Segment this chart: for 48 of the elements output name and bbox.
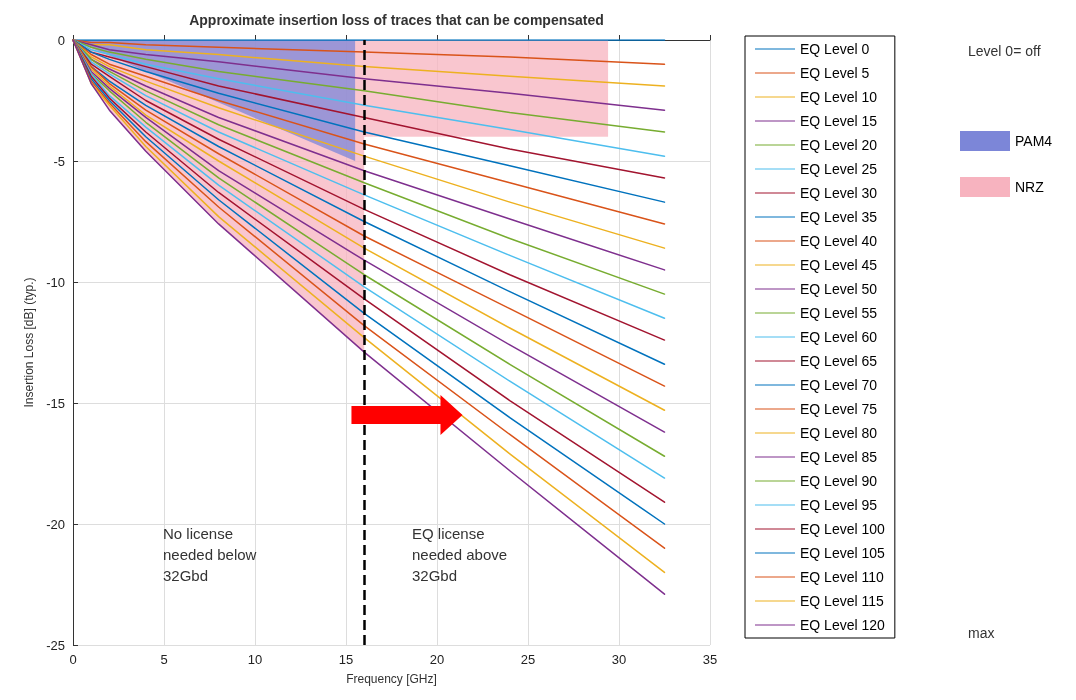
y-tick-label: -15 [46,395,65,411]
legend-label: EQ Level 15 [800,113,878,129]
legend-label: EQ Level 105 [800,545,886,561]
y-tick-label: -10 [46,274,65,290]
legend-label: EQ Level 0 [800,41,870,57]
x-tick-label: 0 [69,652,77,667]
legend-label: EQ Level 115 [800,593,885,609]
legend-label: EQ Level 60 [800,329,878,345]
legend-label: EQ Level 100 [800,521,886,537]
text: Level 0= off [968,42,1041,59]
y-axis-title: Insertion Loss [dB] (typ.) [22,277,36,408]
legend-label: EQ Level 70 [800,377,878,393]
legend-label: EQ Level 35 [800,209,878,225]
annotation: EQ license needed above 32Gbd [412,525,508,584]
legend-label: EQ Level 75 [800,401,878,417]
legend-label: NRZ [1015,179,1045,195]
text: max [968,624,995,641]
x-axis-title: Frequency [GHz] [346,672,437,686]
x-tick-label: 30 [611,652,627,667]
x-tick-label: 25 [520,652,536,667]
legend-label: EQ Level 120 [800,617,886,633]
chart-title: Approximate insertion loss of traces that can be compensated [189,12,604,28]
x-tick-label: 35 [702,652,718,667]
x-tick-label: 5 [160,652,168,667]
x-tick-label: 10 [247,652,263,667]
legend-label: EQ Level 20 [800,137,878,153]
y-tick-label: -20 [46,516,65,532]
legend-label: EQ Level 40 [800,233,878,249]
legend-label: EQ Level 80 [800,425,878,441]
x-tick-label: 15 [338,652,354,667]
legend-label: EQ Level 30 [800,185,878,201]
annotation: No license needed below 32Gbd [163,525,257,584]
legend-label: EQ Level 90 [800,473,878,489]
x-tick-label: 20 [429,652,445,667]
legend-label: EQ Level 25 [800,161,878,177]
legend-label: PAM4 [1015,133,1053,149]
legend-label: EQ Level 10 [800,89,878,105]
y-tick-label: 0 [57,32,65,48]
legend-label: EQ Level 95 [800,497,878,513]
legend-label: EQ Level 85 [800,449,878,465]
legend-label: EQ Level 110 [800,569,885,585]
legend-label: EQ Level 55 [800,305,878,321]
legend-label: EQ Level 45 [800,257,878,273]
legend-label: EQ Level 50 [800,281,878,297]
y-tick-label: -25 [46,637,65,653]
legend-label: EQ Level 65 [800,353,878,369]
legend-label: EQ Level 5 [800,65,870,81]
y-tick-label: -5 [53,153,65,169]
